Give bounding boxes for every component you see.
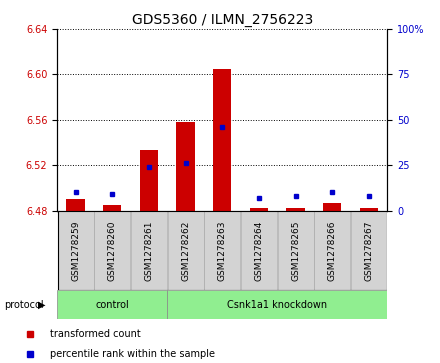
Text: protocol: protocol [4,300,44,310]
Text: GSM1278263: GSM1278263 [218,220,227,281]
FancyBboxPatch shape [351,211,387,290]
Text: Csnk1a1 knockdown: Csnk1a1 knockdown [227,300,327,310]
Text: transformed count: transformed count [51,329,141,339]
Text: GSM1278267: GSM1278267 [364,220,374,281]
Bar [66,199,85,211]
Text: GSM1278264: GSM1278264 [254,220,264,281]
Text: control: control [95,300,129,310]
Bar [213,69,231,211]
Text: GSM1278265: GSM1278265 [291,220,300,281]
Title: GDS5360 / ILMN_2756223: GDS5360 / ILMN_2756223 [132,13,313,26]
FancyBboxPatch shape [94,211,130,290]
Bar [250,208,268,211]
Text: ▶: ▶ [38,300,46,310]
Bar [323,203,341,211]
FancyBboxPatch shape [241,211,277,290]
Text: GSM1278261: GSM1278261 [144,220,154,281]
Bar [140,150,158,211]
FancyBboxPatch shape [314,211,350,290]
Text: percentile rank within the sample: percentile rank within the sample [51,349,216,359]
Bar [286,208,305,211]
FancyBboxPatch shape [168,211,203,290]
Text: GSM1278259: GSM1278259 [71,220,80,281]
Text: GSM1278266: GSM1278266 [328,220,337,281]
FancyBboxPatch shape [58,211,94,290]
FancyBboxPatch shape [131,211,167,290]
Text: GSM1278260: GSM1278260 [108,220,117,281]
Bar [360,208,378,211]
FancyBboxPatch shape [278,211,314,290]
Bar [176,122,195,211]
FancyBboxPatch shape [204,211,240,290]
FancyBboxPatch shape [167,290,387,319]
FancyBboxPatch shape [57,290,167,319]
Text: GSM1278262: GSM1278262 [181,220,190,281]
Bar [103,205,121,211]
